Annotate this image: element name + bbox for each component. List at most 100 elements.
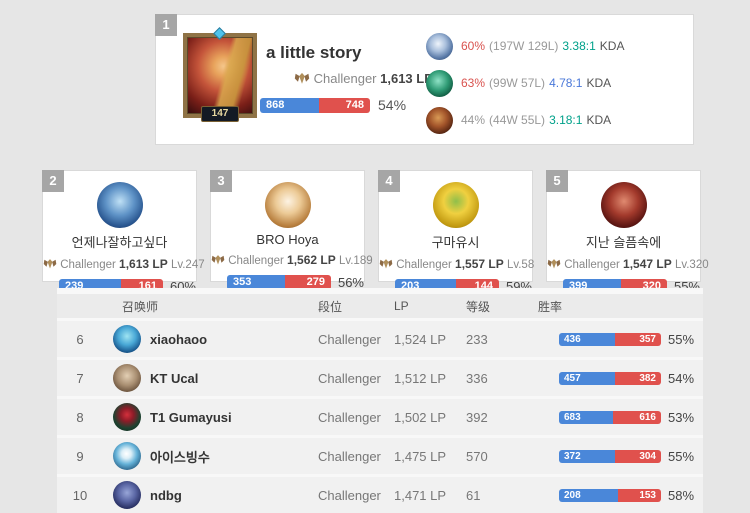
table-row[interactable]: 6 xiaohaoo Challenger 1,524 LP 233 436 3…: [57, 321, 703, 357]
wins-segment: 208: [559, 488, 618, 502]
avatar-gem-icon: [213, 27, 226, 40]
summoner-name[interactable]: 아이스빙수: [150, 449, 210, 465]
tier-value: Challenger: [318, 448, 381, 464]
rank-number: 8: [76, 409, 84, 425]
table-row[interactable]: 7 KT Ucal Challenger 1,512 LP 336 457 38…: [57, 360, 703, 396]
champion-icon: [426, 106, 453, 134]
challenger-crest-icon: [43, 259, 57, 271]
wins-segment: 457: [559, 371, 615, 385]
rank-number: 7: [76, 370, 84, 386]
summoner-avatar: [600, 182, 647, 228]
summoner-avatar: [264, 182, 311, 228]
rank1-summoner-avatar: 147: [183, 27, 257, 122]
summoner-name[interactable]: 언제나잘하고싶다: [71, 235, 168, 250]
lp-value: 1,562 LP: [287, 253, 336, 267]
winloss-bar: 436 357: [559, 332, 661, 346]
champion-record: (197W 129L): [489, 39, 559, 53]
winrate-percent: 58%: [668, 487, 695, 503]
challenger-crest-icon: [379, 259, 393, 271]
rank4-card[interactable]: 4 구마유시 Challenger 1,557 LP Lv.58 203 144…: [378, 170, 534, 294]
tier-value: Challenger: [318, 487, 381, 503]
losses-segment: 153: [617, 488, 661, 502]
champion-icon: [426, 69, 453, 97]
rank-badge: 2: [42, 170, 64, 192]
tier-label: Challenger: [60, 259, 116, 271]
challenger-crest-icon: [211, 255, 225, 267]
champion-stat-row[interactable]: 44% (44W 55L) 3.18:1 KDA: [426, 106, 624, 134]
winrate-percent: 55%: [668, 448, 695, 464]
header-winrate: 胜率: [538, 299, 563, 314]
winrate-percent: 55%: [668, 331, 695, 347]
header-lp: LP: [394, 299, 409, 313]
summoner-name[interactable]: KT Ucal: [150, 370, 199, 386]
tier-value: Challenger: [318, 331, 381, 347]
rank5-card[interactable]: 5 지난 슬픔속에 Challenger 1,547 LP Lv.320 399…: [546, 170, 709, 294]
rank1-card[interactable]: 1 147 a little story Challenger 1,613 LP…: [155, 14, 694, 145]
summoner-name[interactable]: T1 Gumayusi: [150, 409, 232, 425]
summoner-avatar: [113, 364, 141, 392]
summoner-name[interactable]: BRO Hoya: [256, 232, 319, 247]
champion-stat-row[interactable]: 60% (197W 129L) 3.38:1 KDA: [426, 32, 624, 60]
summoner-avatar: [113, 325, 141, 353]
winrate-percent: 54%: [378, 97, 407, 113]
champion-stat-row[interactable]: 63% (99W 57L) 4.78:1 KDA: [426, 69, 624, 97]
losses-segment: 616: [612, 410, 661, 424]
tier-label: Challenger: [228, 255, 284, 267]
rank-number: 6: [76, 331, 84, 347]
wins-segment: 436: [559, 332, 616, 346]
level-value: 336: [466, 370, 488, 386]
summoner-name[interactable]: ndbg: [150, 487, 182, 503]
top-cards-row: 2 언제나잘하고싶다 Challenger 1,613 LP Lv.247 23…: [42, 170, 709, 294]
summoner-name[interactable]: a little story: [266, 43, 362, 62]
summoner-name[interactable]: 구마유시: [431, 235, 480, 250]
winrate-percent: 53%: [668, 409, 695, 425]
winloss-bar: 683 616: [559, 410, 661, 424]
rank-badge: 5: [546, 170, 568, 192]
rank2-card[interactable]: 2 언제나잘하고싶다 Challenger 1,613 LP Lv.247 23…: [42, 170, 205, 294]
kda-label: KDA: [586, 76, 612, 90]
tier-line: Challenger 1,613 LP: [294, 71, 433, 86]
champion-kda-ratio: 3.18:1: [549, 113, 583, 127]
lp-value: 1,547 LP: [623, 257, 672, 271]
losses-segment: 748: [319, 97, 370, 113]
lp-value: 1,613 LP: [119, 257, 168, 271]
champion-winrate: 63%: [461, 76, 486, 90]
lp-value: 1,502 LP: [394, 409, 447, 425]
header-level: 等级: [466, 299, 491, 314]
level-value: 61: [466, 487, 481, 503]
ranking-table: 召唤师 段位 LP 等级 胜率 6 xiaohaoo Challenger 1,…: [57, 288, 703, 513]
tier-value: Challenger: [318, 409, 381, 425]
level-value: 570: [466, 448, 488, 464]
summoner-avatar: [113, 442, 141, 470]
lp-value: 1,557 LP: [455, 257, 504, 271]
rank-number: 10: [72, 487, 88, 503]
table-row[interactable]: 10 ndbg Challenger 1,471 LP 61 208 153 5…: [57, 477, 703, 513]
summoner-name[interactable]: xiaohaoo: [150, 331, 208, 347]
summoner-level: Lv.247: [170, 259, 205, 271]
wins-segment: 868: [260, 97, 320, 113]
winrate-percent: 54%: [668, 370, 695, 386]
champion-kda-ratio: 3.38:1: [562, 39, 596, 53]
tier-label: Challenger: [396, 259, 452, 271]
summoner-avatar: [432, 182, 479, 228]
champion-icon: [426, 32, 453, 60]
summoner-avatar: [113, 481, 141, 509]
tier-line: Challenger 1,547 LP Lv.320: [547, 257, 709, 271]
rank-badge: 4: [378, 170, 400, 192]
summoner-name[interactable]: 지난 슬픔속에: [585, 235, 662, 250]
table-row[interactable]: 8 T1 Gumayusi Challenger 1,502 LP 392 68…: [57, 399, 703, 435]
level-value: 233: [466, 331, 488, 347]
summoner-level-badge: 147: [201, 106, 239, 122]
header-tier: 段位: [318, 299, 343, 314]
winloss-bar: 372 304: [559, 449, 661, 463]
tier-line: Challenger 1,562 LP Lv.189: [211, 253, 373, 267]
rank3-card[interactable]: 3 BRO Hoya Challenger 1,562 LP Lv.189 35…: [210, 170, 373, 290]
rank-badge: 3: [210, 170, 232, 192]
table-header-row: 召唤师 段位 LP 等级 胜率: [57, 294, 703, 318]
challenger-crest-icon: [294, 71, 310, 86]
champion-winrate: 60%: [461, 39, 486, 53]
lp-value: 1,613 LP: [380, 71, 433, 86]
lp-value: 1,512 LP: [394, 370, 447, 386]
table-row[interactable]: 9 아이스빙수 Challenger 1,475 LP 570 372 304 …: [57, 438, 703, 474]
